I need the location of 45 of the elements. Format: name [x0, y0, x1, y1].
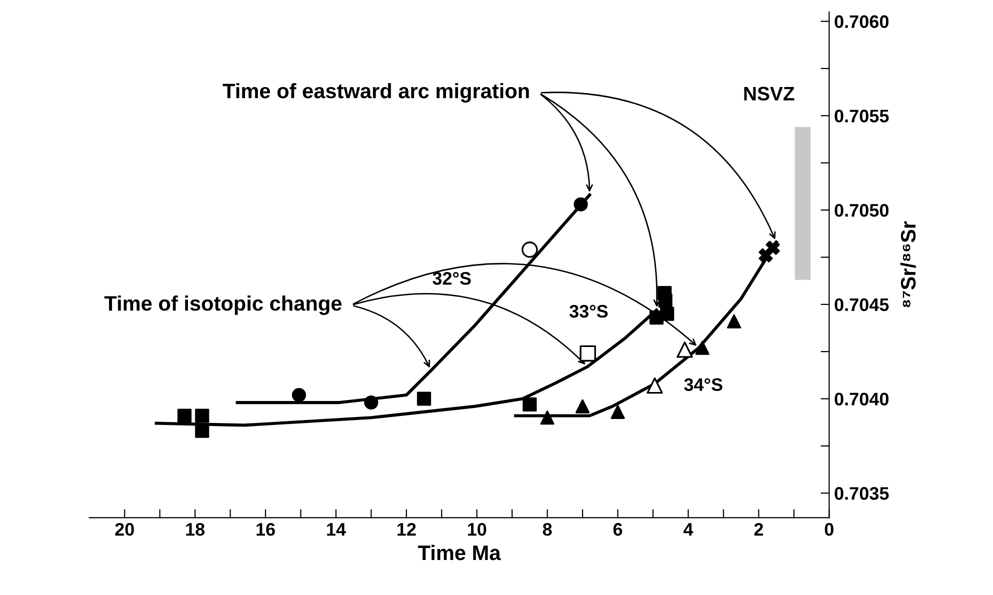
x-tick-label: 14	[327, 523, 346, 536]
y-tick-label: 0.7055	[834, 110, 889, 122]
x-tick-label: 10	[468, 522, 486, 536]
point	[177, 408, 192, 423]
annotation: Time of isotopic change	[104, 295, 342, 315]
point	[576, 399, 590, 414]
x-tick-label: 12	[398, 522, 416, 536]
point	[676, 342, 693, 358]
x-tick-label: 16	[256, 522, 275, 536]
annotation: Time of eastward arc migration	[222, 83, 529, 103]
point	[695, 340, 710, 355]
y-tick-label: 0.7040	[834, 392, 888, 406]
point	[574, 197, 588, 212]
point	[195, 408, 210, 423]
point	[580, 345, 596, 362]
point	[364, 395, 378, 410]
point	[766, 240, 780, 255]
point	[658, 286, 672, 300]
point	[660, 306, 674, 321]
series-label: 33°S	[569, 304, 608, 318]
y-tick-label: 0.7045	[834, 298, 889, 312]
y-tick-label: 0.7060	[834, 15, 888, 28]
y-axis-title: ⁸⁷Sr/⁸⁶Sr	[900, 221, 916, 308]
x-tick-label: 20	[115, 522, 134, 536]
y-tick-label: 0.7035	[834, 487, 889, 500]
point	[416, 392, 432, 406]
series-label: NSVZ	[744, 86, 794, 101]
point	[726, 314, 742, 328]
x-tick-label: 2	[754, 522, 763, 536]
point	[292, 388, 306, 402]
y-tick-label: 0.7050	[834, 204, 888, 217]
point	[540, 410, 554, 425]
series-label: 34°S	[684, 378, 722, 392]
x-tick-label: 6	[613, 522, 622, 536]
point	[522, 242, 538, 258]
series-label: 32°S	[432, 272, 471, 285]
point	[646, 377, 663, 394]
point	[610, 404, 625, 420]
x-tick-label: 18	[186, 522, 205, 536]
x-tick-label: 0	[824, 522, 834, 536]
point	[195, 424, 210, 438]
x-tick-label: 4	[683, 523, 694, 536]
x-tick-label: 8	[542, 522, 552, 536]
point	[522, 397, 537, 412]
x-axis-title: Time Ma	[418, 544, 501, 560]
